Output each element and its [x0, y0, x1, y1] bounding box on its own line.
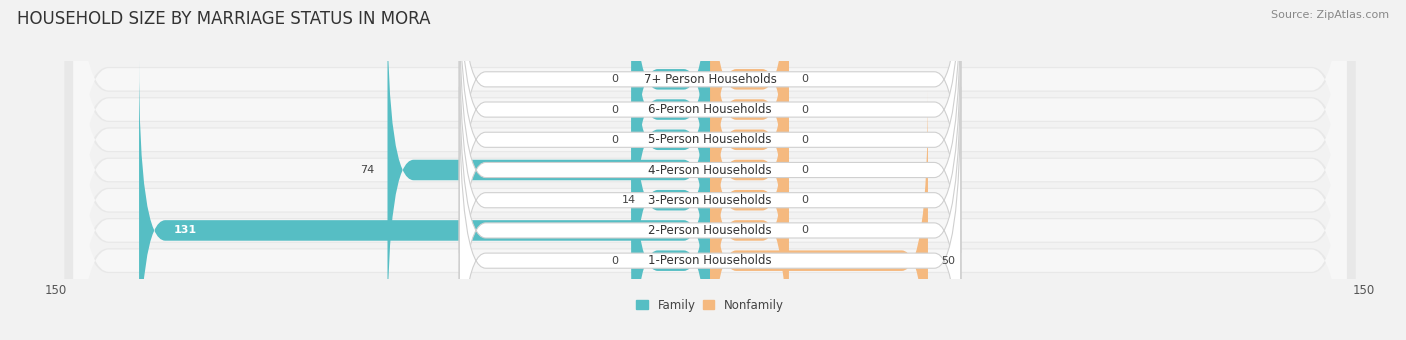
FancyBboxPatch shape [710, 0, 789, 280]
FancyBboxPatch shape [65, 0, 1355, 340]
Text: 14: 14 [621, 195, 636, 205]
FancyBboxPatch shape [631, 0, 710, 311]
FancyBboxPatch shape [73, 30, 1347, 340]
FancyBboxPatch shape [65, 0, 1355, 340]
FancyBboxPatch shape [631, 90, 710, 340]
Text: 1-Person Households: 1-Person Households [648, 254, 772, 267]
FancyBboxPatch shape [631, 29, 710, 340]
Text: 0: 0 [801, 105, 808, 115]
FancyBboxPatch shape [710, 0, 789, 311]
FancyBboxPatch shape [460, 27, 960, 340]
FancyBboxPatch shape [710, 0, 789, 340]
Text: 3-Person Households: 3-Person Households [648, 194, 772, 207]
FancyBboxPatch shape [460, 0, 960, 283]
FancyBboxPatch shape [710, 29, 789, 340]
Text: Source: ZipAtlas.com: Source: ZipAtlas.com [1271, 10, 1389, 20]
FancyBboxPatch shape [460, 57, 960, 340]
FancyBboxPatch shape [65, 0, 1355, 340]
Text: 0: 0 [801, 135, 808, 145]
FancyBboxPatch shape [73, 0, 1347, 340]
FancyBboxPatch shape [73, 0, 1347, 310]
FancyBboxPatch shape [65, 0, 1355, 340]
Text: 0: 0 [801, 195, 808, 205]
FancyBboxPatch shape [460, 87, 960, 340]
Text: 0: 0 [612, 256, 619, 266]
FancyBboxPatch shape [631, 0, 710, 280]
FancyBboxPatch shape [139, 59, 710, 340]
FancyBboxPatch shape [710, 90, 928, 340]
Legend: Family, Nonfamily: Family, Nonfamily [637, 299, 783, 312]
FancyBboxPatch shape [65, 0, 1355, 340]
FancyBboxPatch shape [65, 0, 1355, 340]
FancyBboxPatch shape [710, 0, 789, 250]
Text: 4-Person Households: 4-Person Households [648, 164, 772, 176]
FancyBboxPatch shape [73, 0, 1347, 340]
Text: 0: 0 [612, 105, 619, 115]
FancyBboxPatch shape [73, 0, 1347, 340]
Text: 74: 74 [360, 165, 374, 175]
FancyBboxPatch shape [460, 0, 960, 253]
FancyBboxPatch shape [65, 0, 1355, 340]
Text: 0: 0 [801, 225, 808, 235]
Text: 131: 131 [174, 225, 197, 235]
Text: 0: 0 [612, 74, 619, 84]
FancyBboxPatch shape [388, 0, 710, 340]
FancyBboxPatch shape [460, 0, 960, 313]
FancyBboxPatch shape [460, 0, 960, 340]
FancyBboxPatch shape [73, 0, 1347, 340]
Text: 0: 0 [801, 165, 808, 175]
Text: 0: 0 [612, 135, 619, 145]
Text: 5-Person Households: 5-Person Households [648, 133, 772, 146]
FancyBboxPatch shape [631, 0, 710, 250]
Text: 50: 50 [941, 256, 955, 266]
Text: HOUSEHOLD SIZE BY MARRIAGE STATUS IN MORA: HOUSEHOLD SIZE BY MARRIAGE STATUS IN MOR… [17, 10, 430, 28]
Text: 0: 0 [801, 74, 808, 84]
Text: 2-Person Households: 2-Person Households [648, 224, 772, 237]
Text: 7+ Person Households: 7+ Person Households [644, 73, 776, 86]
Text: 6-Person Households: 6-Person Households [648, 103, 772, 116]
FancyBboxPatch shape [710, 59, 789, 340]
FancyBboxPatch shape [73, 0, 1347, 340]
